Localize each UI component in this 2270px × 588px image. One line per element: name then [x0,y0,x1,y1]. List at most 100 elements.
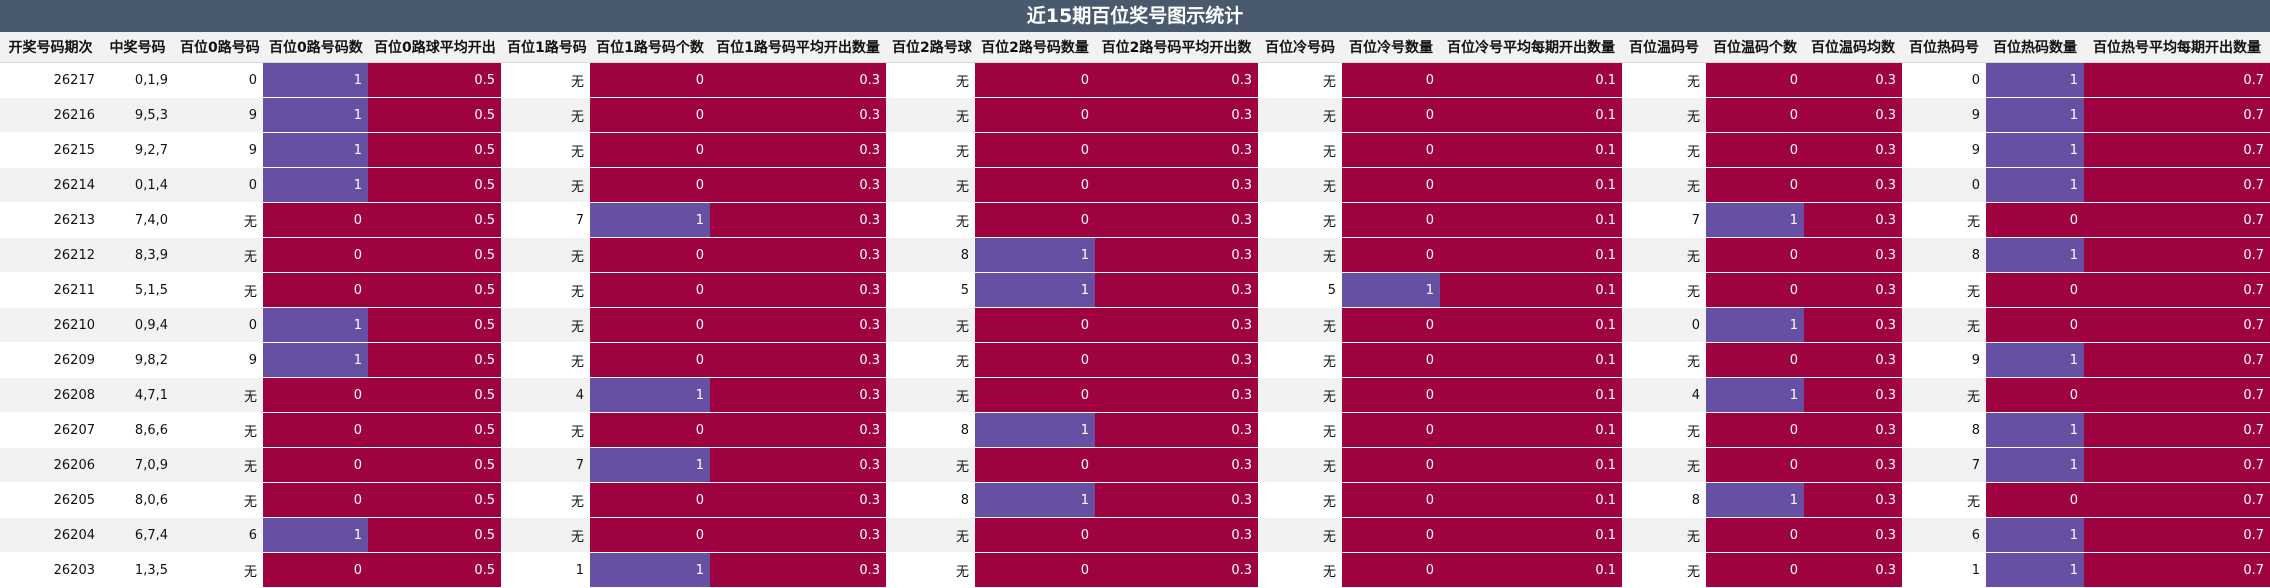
table-cell: 8 [886,237,975,273]
table-cell: 0.3 [1095,97,1258,133]
table-cell: 无 [886,97,975,133]
table-cell: 0.1 [1440,377,1622,413]
table-cell: 1 [590,202,710,238]
table-cell: 0 [1622,307,1706,343]
column-header: 百位1路号码 [501,32,590,63]
table-row: 26205 8,0,6 无 0 0.5 无 0 0.3 8 1 0.3 无 0 0.1 8 1 0.3 无 0 0.7 [0,482,2270,518]
table-cell: 0.3 [710,237,886,273]
table-cell: 0.1 [1440,412,1622,448]
table-cell: 26210 [0,307,101,343]
table-cell: 0 [1902,62,1986,98]
table-cell: 无 [1258,447,1342,483]
table-cell: 26212 [0,237,101,273]
table-cell: 无 [1258,97,1342,133]
table-cell: 无 [886,62,975,98]
table-cell: 26206 [0,447,101,483]
table-cell: 1 [975,237,1095,273]
table-cell: 0 [1706,132,1804,168]
table-cell: 9 [1902,132,1986,168]
table-cell: 7 [1902,447,1986,483]
table-row: 26213 7,4,0 无 0 0.5 7 1 0.3 无 0 0.3 无 0 0.1 7 1 0.3 无 0 0.7 [0,202,2270,238]
table-cell: 无 [501,517,590,553]
table-cell: 0.3 [1804,62,1902,98]
table-cell: 0.3 [710,342,886,378]
table-cell: 0.3 [710,272,886,308]
table-cell: 无 [1258,377,1342,413]
table-cell: 0 [174,307,263,343]
table-cell: 1 [263,132,368,168]
table-cell: 0 [1706,342,1804,378]
table-cell: 无 [1258,237,1342,273]
table-cell: 0.5 [368,132,501,168]
table-cell: 0.5 [368,517,501,553]
table-cell: 6,7,4 [101,517,174,553]
table-cell: 6 [174,517,263,553]
table-cell: 0.7 [2084,132,2270,168]
table-cell: 0.7 [2084,412,2270,448]
column-header: 百位冷号平均每期开出数量 [1440,32,1622,63]
table-cell: 无 [886,307,975,343]
table-cell: 0.3 [710,552,886,588]
table-cell: 0.3 [1804,237,1902,273]
table-cell: 26207 [0,412,101,448]
table-cell: 无 [501,482,590,518]
table-cell: 0 [975,202,1095,238]
table-cell: 0 [1342,552,1440,588]
table-cell: 1 [1902,552,1986,588]
table-cell: 0.3 [710,97,886,133]
table-cell: 0 [1986,377,2084,413]
table-cell: 8 [1902,412,1986,448]
table-cell: 0 [1986,307,2084,343]
table-cell: 无 [501,237,590,273]
table-cell: 无 [1622,517,1706,553]
table-cell: 1 [1986,132,2084,168]
table-cell: 0.3 [710,377,886,413]
table-cell: 无 [886,132,975,168]
table-cell: 0 [590,517,710,553]
table-cell: 0.3 [1804,342,1902,378]
table-cell: 无 [1622,272,1706,308]
table-cell: 0 [1706,447,1804,483]
table-cell: 26216 [0,97,101,133]
table-cell: 8,6,6 [101,412,174,448]
table-row: 26203 1,3,5 无 0 0.5 1 1 0.3 无 0 0.3 无 0 0.1 无 0 0.3 1 1 0.7 [0,552,2270,588]
table-cell: 0 [590,62,710,98]
table-cell: 1 [975,482,1095,518]
table-cell: 1 [263,517,368,553]
table-cell: 0.3 [1095,482,1258,518]
table-cell: 9 [1902,97,1986,133]
stats-table: 开奖号码期次 中奖号码 百位0路号码 百位0路号码数 百位0路球平均开出 百位1路号码 百位… [0,32,2270,588]
table-cell: 0.3 [1095,167,1258,203]
column-header: 百位温码均数 [1804,32,1902,63]
table-cell: 0.5 [368,482,501,518]
table-cell: 无 [174,552,263,588]
column-header: 百位1路号码平均开出数量 [710,32,886,63]
table-cell: 1 [501,552,590,588]
table-cell: 0 [1986,482,2084,518]
table-cell: 0 [590,342,710,378]
table-cell: 26215 [0,132,101,168]
table-cell: 无 [1622,132,1706,168]
table-cell: 无 [501,412,590,448]
table-cell: 1 [1706,202,1804,238]
table-cell: 0.7 [2084,482,2270,518]
table-cell: 26211 [0,272,101,308]
table-cell: 0 [1342,62,1440,98]
table-cell: 0.3 [1095,62,1258,98]
table-cell: 8 [1902,237,1986,273]
table-cell: 无 [1258,342,1342,378]
table-cell: 0.1 [1440,202,1622,238]
table-cell: 0 [1342,342,1440,378]
table-cell: 26209 [0,342,101,378]
column-header: 百位冷号码 [1258,32,1342,63]
column-header: 百位0路号码数 [263,32,368,63]
table-cell: 无 [886,342,975,378]
table-cell: 0.1 [1440,482,1622,518]
table-cell: 无 [1902,202,1986,238]
table-row: 26207 8,6,6 无 0 0.5 无 0 0.3 8 1 0.3 无 0 0.1 无 0 0.3 8 1 0.7 [0,412,2270,448]
table-cell: 无 [501,97,590,133]
table-cell: 1 [1986,517,2084,553]
table-cell: 无 [174,482,263,518]
table-cell: 0 [1986,202,2084,238]
table-row: 26204 6,7,4 6 1 0.5 无 0 0.3 无 0 0.3 无 0 0.1 无 0 0.3 6 1 0.7 [0,517,2270,553]
